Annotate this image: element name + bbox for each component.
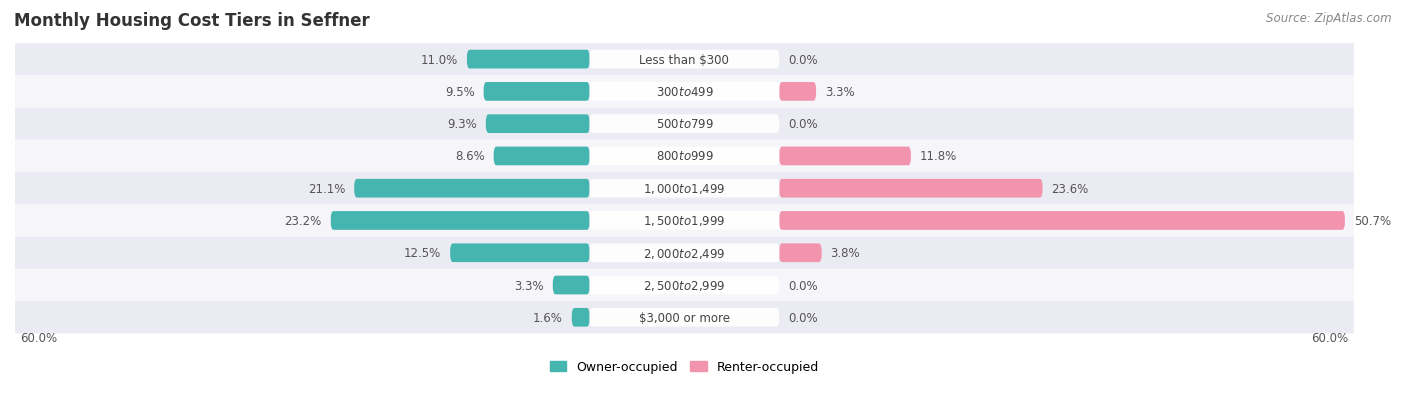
Text: $1,500 to $1,999: $1,500 to $1,999: [643, 214, 725, 228]
Text: $1,000 to $1,499: $1,000 to $1,499: [643, 182, 725, 196]
FancyBboxPatch shape: [589, 179, 779, 198]
FancyBboxPatch shape: [15, 269, 1354, 301]
Text: 60.0%: 60.0%: [1312, 331, 1348, 344]
FancyBboxPatch shape: [354, 179, 589, 198]
Text: 0.0%: 0.0%: [789, 118, 818, 131]
FancyBboxPatch shape: [15, 108, 1354, 140]
FancyBboxPatch shape: [553, 276, 589, 294]
Text: Monthly Housing Cost Tiers in Seffner: Monthly Housing Cost Tiers in Seffner: [14, 12, 370, 30]
FancyBboxPatch shape: [589, 115, 779, 134]
Text: 0.0%: 0.0%: [789, 279, 818, 292]
FancyBboxPatch shape: [15, 44, 1354, 76]
FancyBboxPatch shape: [15, 173, 1354, 205]
FancyBboxPatch shape: [589, 276, 779, 294]
FancyBboxPatch shape: [15, 301, 1354, 334]
Text: 8.6%: 8.6%: [456, 150, 485, 163]
Text: $2,500 to $2,999: $2,500 to $2,999: [643, 278, 725, 292]
Text: 0.0%: 0.0%: [789, 54, 818, 66]
FancyBboxPatch shape: [779, 147, 911, 166]
FancyBboxPatch shape: [15, 140, 1354, 173]
FancyBboxPatch shape: [467, 51, 589, 69]
FancyBboxPatch shape: [589, 211, 779, 230]
Text: 23.6%: 23.6%: [1052, 182, 1088, 195]
Text: 60.0%: 60.0%: [21, 331, 58, 344]
FancyBboxPatch shape: [494, 147, 589, 166]
FancyBboxPatch shape: [484, 83, 589, 102]
FancyBboxPatch shape: [330, 211, 589, 230]
FancyBboxPatch shape: [486, 115, 589, 134]
FancyBboxPatch shape: [779, 211, 1346, 230]
Text: 0.0%: 0.0%: [789, 311, 818, 324]
Text: 23.2%: 23.2%: [284, 214, 322, 228]
FancyBboxPatch shape: [15, 76, 1354, 108]
FancyBboxPatch shape: [779, 83, 815, 102]
Text: 11.8%: 11.8%: [920, 150, 957, 163]
Text: $2,000 to $2,499: $2,000 to $2,499: [643, 246, 725, 260]
Text: 9.5%: 9.5%: [444, 85, 475, 99]
FancyBboxPatch shape: [15, 205, 1354, 237]
FancyBboxPatch shape: [589, 147, 779, 166]
Text: $3,000 or more: $3,000 or more: [638, 311, 730, 324]
Text: $300 to $499: $300 to $499: [655, 85, 713, 99]
FancyBboxPatch shape: [779, 244, 821, 263]
FancyBboxPatch shape: [572, 308, 589, 327]
Legend: Owner-occupied, Renter-occupied: Owner-occupied, Renter-occupied: [546, 355, 824, 378]
Text: 1.6%: 1.6%: [533, 311, 562, 324]
FancyBboxPatch shape: [589, 51, 779, 69]
Text: 21.1%: 21.1%: [308, 182, 346, 195]
Text: 11.0%: 11.0%: [420, 54, 458, 66]
FancyBboxPatch shape: [779, 179, 1043, 198]
FancyBboxPatch shape: [450, 244, 589, 263]
Text: 3.3%: 3.3%: [825, 85, 855, 99]
FancyBboxPatch shape: [15, 237, 1354, 269]
Text: $800 to $999: $800 to $999: [655, 150, 713, 163]
Text: 9.3%: 9.3%: [447, 118, 477, 131]
Text: Source: ZipAtlas.com: Source: ZipAtlas.com: [1267, 12, 1392, 25]
FancyBboxPatch shape: [589, 308, 779, 327]
Text: 3.8%: 3.8%: [831, 247, 860, 260]
Text: 12.5%: 12.5%: [404, 247, 441, 260]
Text: 50.7%: 50.7%: [1354, 214, 1391, 228]
Text: Less than $300: Less than $300: [640, 54, 730, 66]
Text: $500 to $799: $500 to $799: [655, 118, 713, 131]
Text: 3.3%: 3.3%: [515, 279, 544, 292]
FancyBboxPatch shape: [589, 244, 779, 263]
FancyBboxPatch shape: [589, 83, 779, 102]
